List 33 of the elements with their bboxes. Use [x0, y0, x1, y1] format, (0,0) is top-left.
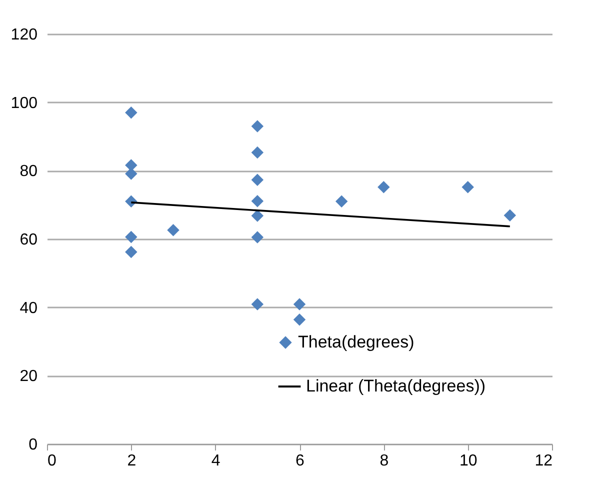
point [251, 231, 264, 244]
y-tick-label: 0 [28, 436, 38, 454]
y-tick-label: 80 [20, 163, 38, 180]
point [504, 209, 516, 222]
y-tick-label: 100 [10, 94, 38, 112]
point [251, 174, 264, 186]
point [293, 314, 306, 326]
point [251, 210, 264, 222]
point [251, 194, 264, 208]
point [251, 120, 264, 132]
point [462, 180, 474, 194]
x-tick-label: 6 [296, 452, 305, 470]
point [125, 230, 138, 244]
x-tick-label: 0 [48, 452, 56, 470]
legend-label: Linear (Theta(degrees)) [306, 376, 486, 396]
y-tick-label: 120 [10, 26, 38, 44]
legend-label: Theta(degrees) [298, 332, 414, 352]
point [167, 224, 180, 236]
y-tick-label: 20 [20, 368, 38, 386]
y-tick-label: 40 [20, 300, 38, 317]
x-tick-label: 12 [534, 452, 553, 470]
x-tick-label: 4 [211, 452, 220, 470]
point [293, 298, 306, 310]
x-tick-label: 10 [459, 452, 478, 470]
point [125, 106, 138, 119]
point [125, 246, 138, 258]
point [251, 146, 264, 159]
x-tick-label: 8 [380, 452, 389, 470]
point [251, 298, 264, 310]
y-tick-label: 60 [20, 232, 38, 248]
point [378, 180, 390, 194]
point [335, 195, 348, 208]
x-tick-label: 2 [127, 452, 136, 470]
